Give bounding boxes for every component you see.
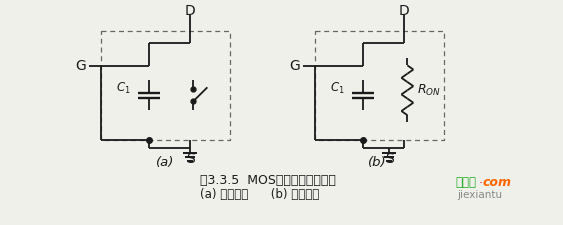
Text: (b): (b) — [368, 156, 387, 169]
Text: G: G — [289, 58, 300, 73]
Text: D: D — [185, 4, 196, 18]
Text: (a) 截止状态      (b) 导通状态: (a) 截止状态 (b) 导通状态 — [200, 189, 320, 201]
Text: (a): (a) — [157, 156, 175, 169]
Text: 接线图: 接线图 — [455, 176, 476, 189]
Text: jiexiantu: jiexiantu — [457, 190, 502, 200]
Text: $R_{ON}$: $R_{ON}$ — [417, 83, 441, 98]
Text: D: D — [399, 4, 410, 18]
Text: S: S — [186, 151, 195, 166]
Text: $C_1$: $C_1$ — [330, 81, 345, 96]
Text: S: S — [385, 151, 394, 166]
Text: ·: · — [479, 177, 483, 190]
Text: G: G — [75, 58, 86, 73]
Text: com: com — [483, 176, 512, 189]
Text: 图3.3.5  MOS管的开关等效电路: 图3.3.5 MOS管的开关等效电路 — [200, 174, 336, 187]
Text: $C_1$: $C_1$ — [116, 81, 131, 96]
